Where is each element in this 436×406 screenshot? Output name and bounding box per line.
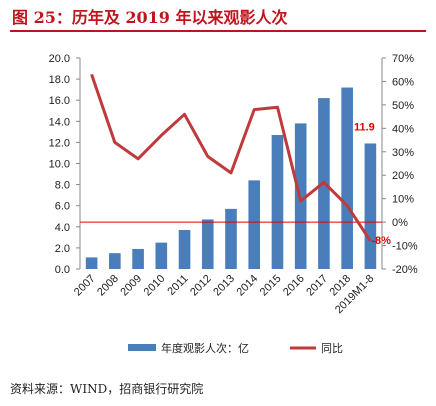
x-axis-tick-label: 2014	[235, 273, 261, 299]
bar	[178, 229, 191, 269]
x-axis-labels: 2007200820092010201120122013201420152016…	[72, 273, 377, 317]
left-axis-tick-label: 16.0	[49, 95, 70, 107]
left-axis-tick-label: 14.0	[49, 116, 70, 128]
bar	[364, 143, 377, 269]
bar	[341, 87, 353, 269]
left-axis-tick-label: 12.0	[49, 137, 70, 149]
right-axis-tick-label: 30%	[392, 147, 414, 159]
x-axis-tick-label: 2008	[95, 273, 121, 299]
x-axis-tick-label: 2015	[258, 273, 284, 299]
bar-data-label: 11.9	[354, 121, 375, 133]
chart-title: 图 25：历年及 2019 年以来观影人次	[12, 8, 288, 27]
right-axis-tick-label: 0%	[392, 217, 408, 229]
left-axis-tick-label: 6.0	[55, 201, 70, 213]
yoy-line	[90, 73, 372, 242]
bar	[248, 180, 261, 269]
x-axis-tick-label: 2010	[142, 273, 168, 299]
left-axis-tick-label: 18.0	[49, 74, 70, 86]
left-axis-tick-label: 4.0	[55, 222, 70, 234]
right-axis-tick-label: -20%	[392, 264, 418, 276]
bar	[271, 135, 284, 269]
left-axis-tick-label: 8.0	[55, 180, 70, 192]
legend: 年度观影人次：亿 同比	[128, 341, 343, 355]
legend-bar-label: 年度观影人次：亿	[161, 341, 249, 355]
bar	[155, 242, 168, 269]
source-note: 资料来源：WIND，招商银行研究院	[10, 382, 204, 396]
left-axis-tick-label: 0.0	[55, 264, 70, 276]
right-axis-tick-label: -10%	[392, 241, 418, 253]
right-axis: -20% -10% 0% 10% 20% 30% 40% 50% 60% 70%	[381, 53, 418, 276]
x-axis-tick-label: 2007	[72, 273, 98, 299]
right-axis-tick-label: 60%	[392, 76, 414, 88]
bar	[201, 219, 214, 269]
left-axis-tick-label: 10.0	[49, 159, 70, 171]
legend-bar-swatch	[128, 344, 156, 351]
bar	[132, 248, 144, 269]
right-axis-tick-label: 20%	[392, 170, 414, 182]
right-axis-tick-label: 70%	[392, 53, 414, 65]
legend-line-label: 同比	[321, 342, 343, 355]
x-axis-tick-label: 2012	[188, 273, 214, 299]
left-axis: 0.0 2.0 4.0 6.0 8.0 10.0 12.0 14.0 16.0 18.0 20.0	[49, 53, 81, 276]
left-axis-tick-label: 2.0	[55, 243, 70, 255]
title-divider	[10, 30, 426, 32]
right-axis-tick-label: 50%	[392, 100, 414, 112]
right-axis-tick-label: 40%	[392, 123, 414, 135]
bar	[85, 257, 98, 269]
annotations: 11.9 -8%	[354, 121, 391, 246]
bar-series	[85, 87, 377, 269]
bar	[225, 208, 237, 269]
x-axis-tick-label: 2016	[281, 273, 307, 299]
line-data-label: -8%	[371, 235, 391, 247]
x-axis-tick-label: 2017	[304, 273, 330, 299]
x-axis-tick-label: 2009	[118, 273, 144, 299]
x-axis-tick-label: 2013	[211, 273, 237, 299]
right-axis-tick-label: 10%	[392, 194, 414, 206]
x-axis-tick-label: 2011	[165, 273, 190, 298]
left-axis-tick-label: 20.0	[49, 53, 70, 65]
bar	[109, 253, 121, 269]
